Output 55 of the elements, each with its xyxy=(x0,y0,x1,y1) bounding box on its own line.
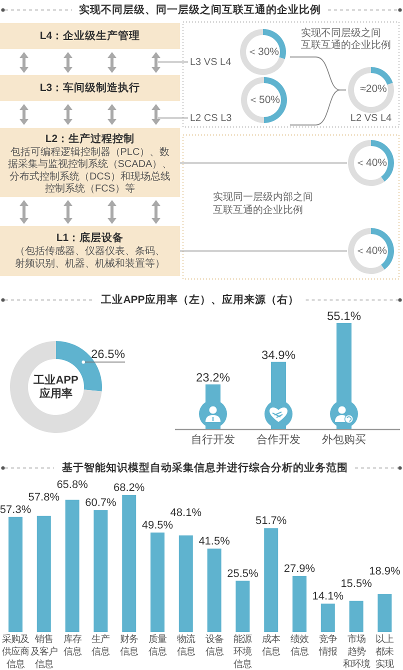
data-label: ＜40% xyxy=(354,157,388,169)
data-label: 27.9% xyxy=(284,562,316,575)
data-label: 68.2% xyxy=(114,482,145,494)
title: 实现不同层级、同一层级之间互联互通的企业比例 xyxy=(79,4,321,16)
data-label: ＜30% xyxy=(246,46,280,58)
x-tick-label: 物流信息 xyxy=(176,634,195,656)
x-tick-label: 生产信息 xyxy=(92,634,110,656)
text: 包括可编程逻辑控制器（PLC）、数据采集与监视控制系统（SCADA）、分布式控制系统（DCS）和现场总线控制系统（FCS）等 xyxy=(8,146,172,194)
text: L4：企业级生产管理 xyxy=(40,29,140,42)
data-label: ＜40% xyxy=(354,245,388,257)
x-tick-label: 财务信息 xyxy=(120,634,138,656)
text: 实现不同层级之间互联互通的企业比例 xyxy=(301,26,391,50)
text: L3 VS L4 xyxy=(190,56,232,68)
x-tick-label: 绩效信息 xyxy=(290,634,308,656)
text: 实现同一层级内部之间互联互通的企业比例 xyxy=(213,190,313,216)
x-tick-label: 自行开发 xyxy=(191,434,235,446)
title: 基于智能知识模型自动采集信息并进行综合分析的业务范围 xyxy=(62,462,348,474)
x-tick-label: 以上都未实现 xyxy=(376,634,394,669)
data-label: 14.1% xyxy=(312,590,344,603)
x-tick-label: 合作开发 xyxy=(256,433,300,446)
data-label: 55.1% xyxy=(326,309,362,323)
data-label: 41.5% xyxy=(198,536,230,548)
x-tick-label: 销售及客户信息 xyxy=(30,634,58,669)
x-tick-label: 竞争情报 xyxy=(318,634,337,656)
data-label: 51.7% xyxy=(256,515,287,528)
data-label: 48.1% xyxy=(170,507,202,520)
data-label: 23.2% xyxy=(196,370,230,384)
text: L2 CS L3 xyxy=(190,112,232,124)
x-tick-label: 设备信息 xyxy=(205,634,224,656)
x-tick-label: 质量信息 xyxy=(148,634,166,656)
data-label: 57.8% xyxy=(28,491,60,504)
text: 工业APP应用率 xyxy=(32,373,78,400)
data-label: 60.7% xyxy=(85,497,117,510)
data-label: 25.5% xyxy=(227,568,259,580)
data-label: 57.3% xyxy=(0,504,32,516)
text: L1：底层设备 xyxy=(56,231,124,244)
title: 工业APP应用率（左）、应用来源（右） xyxy=(101,294,299,306)
x-tick-label: 能源环境信息 xyxy=(234,634,252,669)
data-label: 15.5% xyxy=(340,578,372,590)
text: L2 VS L4 xyxy=(350,112,392,124)
data-label: 49.5% xyxy=(142,520,174,532)
data-label: ≈20% xyxy=(360,82,387,95)
data-label: 18.9% xyxy=(369,566,401,578)
data-label: ＜50% xyxy=(248,94,280,106)
x-tick-label: 库存信息 xyxy=(63,634,82,656)
data-label: 65.8% xyxy=(56,478,88,491)
text: L3：车间级制造执行 xyxy=(40,81,140,94)
text: （包括传感器、仪器仪表、条码、射频识别、机器、机械和装置等） xyxy=(15,244,165,269)
x-tick-label: 外包购买 xyxy=(322,434,366,446)
data-label: 34.9% xyxy=(261,348,296,362)
x-tick-label: 成本信息 xyxy=(262,634,280,656)
data-label: 26.5% xyxy=(90,347,126,362)
text: L2：生产过程控制 xyxy=(45,132,135,145)
x-tick-label: 市场趋势和环境 xyxy=(342,634,370,669)
x-tick-label: 采购及供应商信息 xyxy=(2,634,29,669)
